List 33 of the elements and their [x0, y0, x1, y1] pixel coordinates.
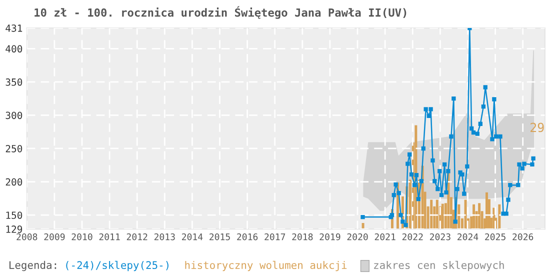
y-tick-label: 250: [6, 144, 22, 152]
series-label: historyczny wolumen aukcji: [185, 260, 347, 272]
x-tick-label: 2021: [374, 233, 396, 240]
x-tick-label: 2008: [16, 233, 38, 240]
x-tick-label: 2025: [485, 233, 506, 240]
x-tick-label: 2015: [210, 233, 230, 240]
y-tick-label: 129: [6, 226, 22, 233]
y-tick-label: 350: [6, 78, 22, 86]
annotation: 29: [530, 122, 544, 132]
x-tick-label: 2011: [99, 233, 120, 240]
x-tick-label: 2024: [458, 233, 478, 240]
x-tick-label: 2018: [292, 233, 313, 240]
x-tick-label: 2010: [72, 233, 92, 240]
legend-label: zakres cen sklepowych: [374, 260, 504, 272]
x-tick-label: 2026: [512, 233, 534, 240]
legend-title: Legenda:: [9, 260, 56, 272]
x-tick-label: 2013: [154, 233, 175, 240]
x-tick-label: 2014: [182, 233, 203, 240]
y-tick-label: 300: [6, 112, 22, 120]
x-tick-label: 2009: [44, 233, 65, 240]
x-tick-label: 2019: [320, 233, 340, 240]
chart-title: 10 zł - 100. rocznica urodzin Świętego Jana Pawła II(UV): [34, 6, 406, 19]
x-tick-label: 2020: [347, 233, 368, 240]
y-tick-label: 431: [6, 24, 22, 32]
text: (-24)/sklepy(25-): [66, 260, 168, 272]
y-tick-label: 200: [6, 178, 22, 186]
x-tick-label: 2023: [430, 233, 450, 240]
y-tick-label: 150: [6, 212, 22, 219]
x-tick-label: 2017: [264, 233, 286, 240]
y-tick-label: 400: [6, 45, 22, 52]
x-tick-label: 2022: [402, 233, 423, 240]
x-tick-label: 2012: [126, 233, 148, 240]
x-tick-label: 2016: [237, 233, 258, 240]
